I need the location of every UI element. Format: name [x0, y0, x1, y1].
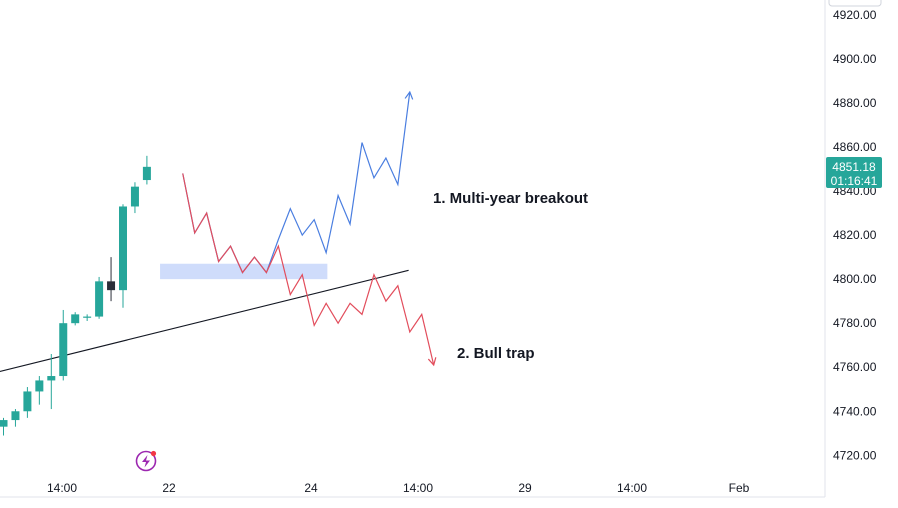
scenario-path-2 [182, 173, 435, 366]
candle-body [119, 206, 127, 291]
candle [95, 276, 104, 319]
countdown-label: 01:16:41 [831, 174, 878, 188]
candle [107, 257, 116, 302]
candle-body [0, 420, 8, 427]
x-tick-label: 14:00 [47, 481, 77, 495]
y-tick-label: 4860.00 [833, 140, 877, 154]
candle [0, 417, 8, 436]
candle [83, 314, 92, 321]
y-tick-label: 4880.00 [833, 96, 877, 110]
x-tick-label: 14:00 [617, 481, 647, 495]
anno-layer: 1. Multi-year breakout 2. Bull trap [433, 190, 588, 362]
candle [11, 409, 20, 427]
candle-body [35, 380, 44, 392]
candle [59, 309, 68, 381]
y-axis-ticks: 4720.00 4740.00 4760.00 4780.00 4800.00 4820.… [833, 8, 877, 462]
scenario-arrow-1 [404, 90, 414, 100]
scenario-label-1: 1. Multi-year breakout [433, 190, 588, 207]
candle [130, 182, 139, 214]
current-price-label: 4851.18 [832, 160, 876, 174]
candle-body [47, 376, 56, 381]
lightning-icon-bolt [142, 455, 150, 468]
lightning-icon [135, 450, 157, 472]
candle-body [130, 186, 139, 207]
scenario-label-2: 2. Bull trap [457, 345, 535, 362]
candle-body [23, 391, 32, 412]
x-tick-label: Feb [729, 481, 750, 495]
candle [119, 204, 127, 308]
lightning-icon-dot [150, 450, 157, 457]
candle-body [95, 281, 104, 317]
price-badge-bg [826, 157, 882, 188]
scenario-layer [182, 90, 437, 367]
y-tick-label: 4740.00 [833, 404, 877, 418]
candle-body [107, 281, 116, 291]
candle-body [11, 411, 20, 421]
axis-layer [0, 0, 882, 498]
y-tick-label: 4720.00 [833, 448, 877, 462]
lightning-icon-ring [135, 450, 157, 472]
candle-body [83, 316, 92, 318]
candle [35, 376, 44, 405]
candle [71, 312, 80, 326]
y-tick-label: 4760.00 [833, 360, 877, 374]
y-tick-label: 4900.00 [833, 52, 877, 66]
top-right-widget[interactable] [828, 0, 882, 7]
candle [23, 387, 32, 418]
x-axis-ticks: 14:00 22 24 14:00 29 14:00 Feb [47, 481, 750, 495]
y-tick-label: 4820.00 [833, 228, 877, 242]
candle-layer [0, 155, 151, 436]
y-tick-label: 4800.00 [833, 272, 877, 286]
x-tick-label: 29 [518, 481, 532, 495]
x-tick-label: 24 [304, 481, 318, 495]
candle [142, 155, 151, 185]
trendline [0, 269, 409, 372]
y-tick-label: 4920.00 [833, 8, 877, 22]
y-tick-label: 4780.00 [833, 316, 877, 330]
candle-body [142, 166, 151, 181]
candle [47, 354, 56, 410]
scenario-arrow-2 [427, 357, 437, 367]
trend-layer [0, 269, 409, 372]
icon-layer [135, 450, 157, 472]
x-tick-label: 14:00 [403, 481, 433, 495]
candle-body [59, 323, 68, 377]
candle-body [71, 314, 80, 324]
x-tick-label: 22 [162, 481, 176, 495]
